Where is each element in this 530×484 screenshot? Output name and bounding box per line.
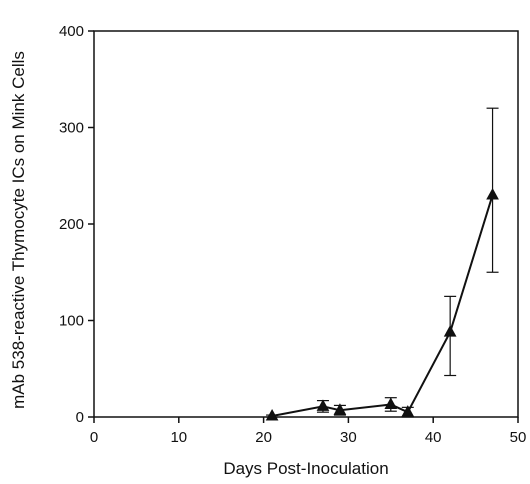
plot-frame bbox=[93, 30, 519, 418]
y-tick-label: 0 bbox=[76, 409, 84, 426]
triangle-marker bbox=[384, 397, 398, 409]
y-tick-label: 400 bbox=[59, 23, 84, 40]
x-tick-label: 10 bbox=[170, 429, 187, 446]
data-point-markers bbox=[265, 188, 499, 421]
y-axis-tick-labels: 0 100 200 300 400 bbox=[59, 23, 84, 426]
x-tick-label: 0 bbox=[90, 429, 98, 446]
x-tick-label: 20 bbox=[255, 429, 272, 446]
y-tick-label: 300 bbox=[59, 120, 84, 137]
triangle-marker bbox=[316, 399, 330, 411]
triangle-marker bbox=[401, 405, 415, 417]
error-bars bbox=[266, 107, 499, 418]
triangle-marker bbox=[265, 408, 279, 421]
triangle-marker bbox=[333, 403, 347, 415]
triangle-marker bbox=[443, 325, 457, 337]
x-tick-label: 30 bbox=[340, 429, 357, 446]
x-axis-title: Days Post-Inoculation bbox=[223, 459, 388, 478]
y-tick-label: 100 bbox=[59, 313, 84, 330]
y-axis-title: mAb 538-reactive Thymocyte ICs on Mink C… bbox=[9, 51, 28, 409]
plot-frame-group bbox=[93, 30, 519, 418]
x-axis-ticks bbox=[93, 417, 519, 423]
series-line-group bbox=[271, 194, 494, 418]
x-axis-tick-labels: 0 10 20 30 40 50 bbox=[90, 429, 527, 446]
x-tick-label: 50 bbox=[510, 429, 527, 446]
y-axis-ticks bbox=[88, 30, 94, 418]
series-line bbox=[271, 194, 494, 418]
triangle-marker bbox=[486, 188, 499, 200]
x-tick-label: 40 bbox=[425, 429, 442, 446]
y-tick-label: 200 bbox=[59, 216, 84, 233]
